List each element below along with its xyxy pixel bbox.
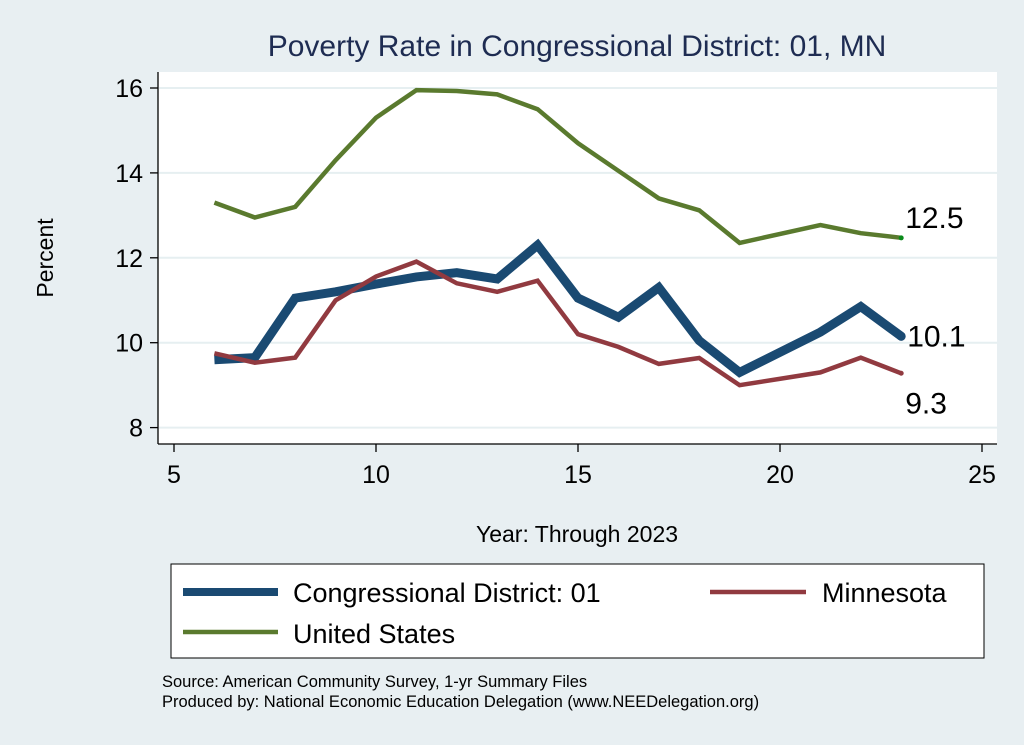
end-marker-congressional-district-01 <box>896 331 906 341</box>
x-axis-title: Year: Through 2023 <box>476 521 678 547</box>
y-tick-label: 10 <box>115 330 143 358</box>
x-tick-label: 15 <box>564 461 592 489</box>
x-tick-label: 5 <box>167 461 181 489</box>
producer-note: Produced by: National Economic Education… <box>162 693 759 711</box>
x-tick-label: 20 <box>766 461 794 489</box>
end-label-congressional-district-01: 10.1 <box>907 320 965 353</box>
y-axis-ticks: 8 10 12 14 16 <box>115 75 158 443</box>
end-marker-united-states <box>898 235 904 241</box>
x-tick-label: 25 <box>968 461 996 489</box>
legend: Congressional District: 01 Minnesota Uni… <box>170 563 985 659</box>
legend-label-cd01: Congressional District: 01 <box>293 578 601 608</box>
series-line-united-states <box>213 87 902 246</box>
legend-label-minnesota: Minnesota <box>822 578 948 608</box>
y-tick-label: 14 <box>115 160 143 188</box>
series-layer <box>213 87 904 388</box>
legend-label-united-states: United States <box>293 619 455 649</box>
y-tick-label: 12 <box>115 245 143 273</box>
y-tick-label: 16 <box>115 75 143 103</box>
y-axis-title: Percent <box>32 218 58 298</box>
gridlines <box>159 87 997 429</box>
series-line-minnesota <box>213 259 903 388</box>
series-line-congressional-district-01 <box>214 238 904 378</box>
y-tick-label: 8 <box>129 415 143 443</box>
end-label-minnesota: 9.3 <box>905 387 947 420</box>
source-note: Source: American Community Survey, 1-yr … <box>162 673 587 691</box>
x-axis-ticks: 5 10 15 20 25 <box>167 444 996 489</box>
legend-box <box>170 563 985 659</box>
end-labels: 10.1 9.3 12.5 <box>896 202 966 420</box>
end-label-united-states: 12.5 <box>905 202 963 235</box>
x-tick-label: 10 <box>362 461 390 489</box>
chart-title: Poverty Rate in Congressional District: … <box>268 30 887 63</box>
end-marker-minnesota <box>898 370 904 376</box>
